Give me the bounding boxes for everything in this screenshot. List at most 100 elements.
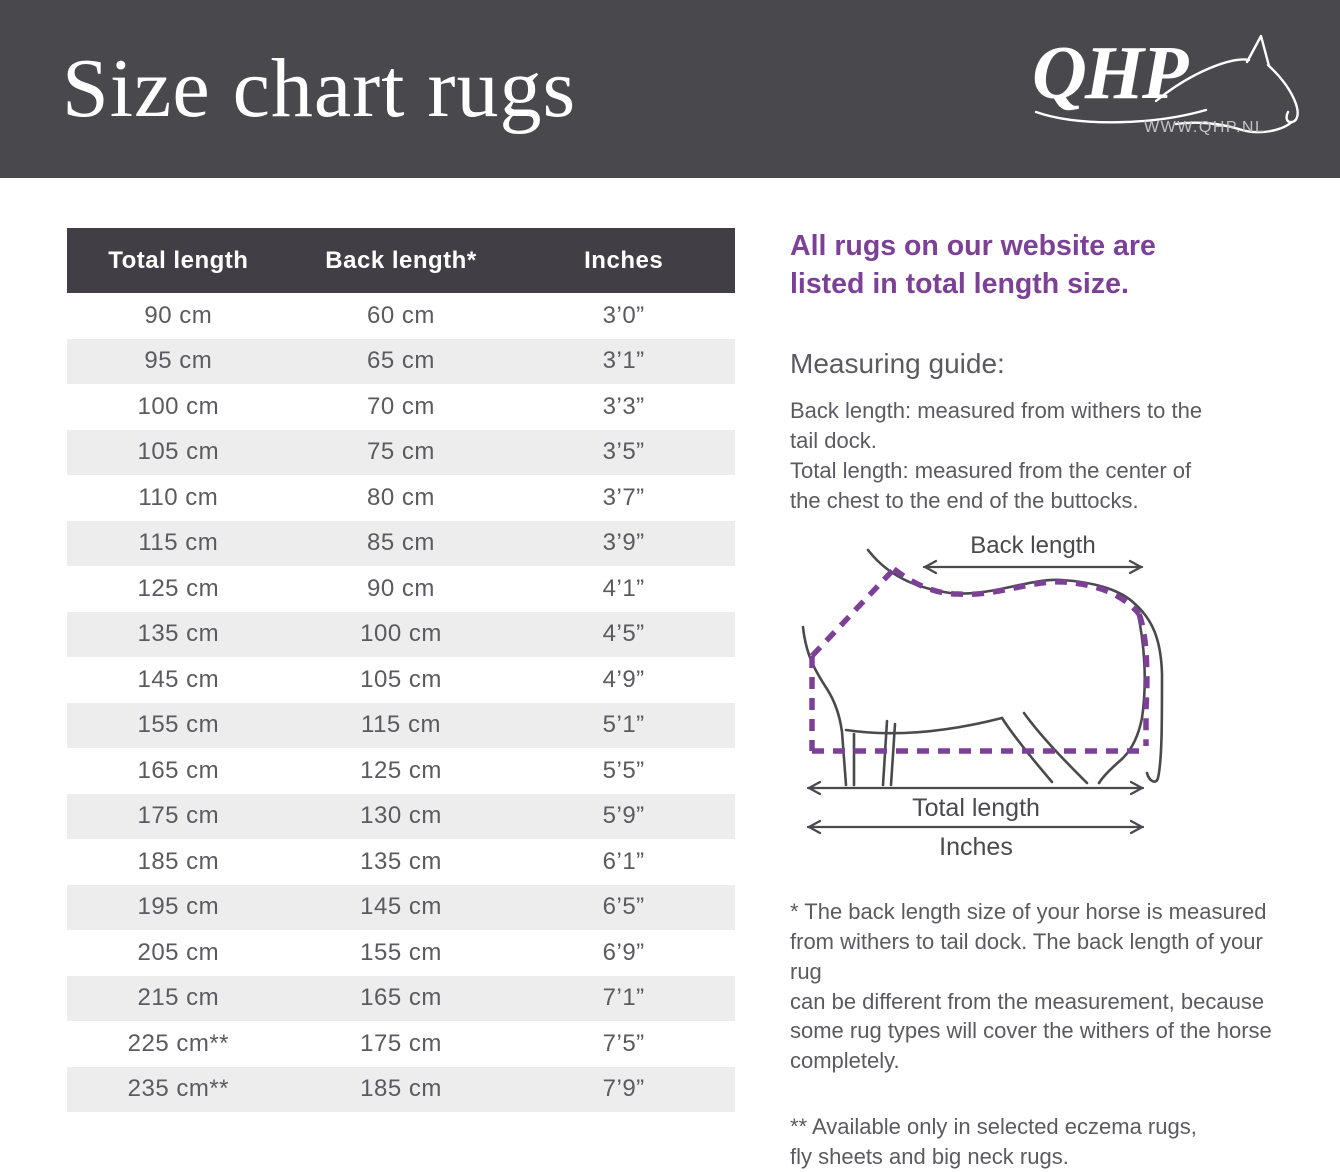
table-cell: 145 cm: [137, 665, 220, 693]
table-cell: 165 cm: [137, 756, 220, 784]
table-cell: 85 cm: [367, 529, 435, 557]
table-cell: 80 cm: [367, 483, 435, 511]
table-row: 90 cm 60 cm 3’0”: [67, 293, 735, 339]
table-cell: 65 cm: [367, 347, 435, 375]
total-length-label: Total length: [912, 794, 1040, 822]
table-row: 235 cm** 185 cm 7’9”: [67, 1066, 735, 1112]
table-cell: 5’5”: [602, 756, 645, 784]
table-cell: 4’1”: [602, 574, 645, 602]
table-row: 95 cm 65 cm 3’1”: [67, 338, 735, 384]
qhp-website-url: WWW.QHP.NL: [1144, 119, 1266, 136]
table-cell: 110 cm: [138, 483, 219, 511]
column-header: Total length: [67, 228, 290, 293]
measuring-guide-title: Measuring guide:: [790, 348, 1005, 380]
table-cell: 175 cm: [360, 1029, 442, 1057]
header-band: Size chart rugs QHP WWW.QHP.NL: [0, 0, 1340, 178]
table-row: 185 cm 135 cm 6’1”: [67, 839, 735, 885]
table-cell: 6’9”: [602, 938, 645, 966]
table-cell: 175 cm: [137, 802, 220, 830]
footnote-availability: ** Available only in selected eczema rug…: [790, 1114, 1197, 1170]
table-cell: 7’1”: [602, 984, 645, 1012]
qhp-logo: QHP WWW.QHP.NL: [1032, 33, 1300, 145]
table-cell: 195 cm: [137, 893, 220, 921]
rug-outline-dashed: [809, 566, 1150, 754]
table-row: 105 cm 75 cm 3’5”: [67, 429, 735, 475]
dimension-arrows: [806, 559, 1145, 835]
size-table-body: 90 cm 60 cm 3’0” 95 cm 65 cm 3’1” 100 cm 70 cm 3…: [67, 293, 735, 1112]
measuring-diagram: Back length Total length Inches: [790, 524, 1278, 877]
table-cell: 115 cm: [361, 711, 441, 739]
main-content: Total length Back length* Inches 90 cm 60 c…: [0, 178, 1340, 1172]
table-cell: 7’5”: [602, 1029, 645, 1057]
table-cell: 135 cm: [137, 620, 220, 648]
table-row: 145 cm 105 cm 4’9”: [67, 657, 735, 703]
table-cell: 3’5”: [602, 438, 645, 466]
back-length-label: Back length: [970, 532, 1095, 559]
inches-label: Inches: [939, 833, 1013, 861]
table-cell: 3’3”: [602, 392, 645, 420]
horse-head-icon: [1154, 34, 1299, 134]
table-cell: 3’1”: [602, 347, 645, 375]
table-cell: 125 cm: [360, 756, 442, 784]
table-cell: 60 cm: [367, 301, 435, 329]
size-table: Total length Back length* Inches 90 cm 60 c…: [67, 228, 735, 1112]
table-cell: 95 cm: [144, 347, 213, 375]
table-cell: 105 cm: [137, 438, 220, 466]
table-cell: 235 cm**: [127, 1075, 230, 1103]
column-header: Inches: [512, 228, 735, 293]
table-cell: 155 cm: [360, 938, 442, 966]
table-cell: 205 cm: [137, 938, 220, 966]
table-cell: 135 cm: [360, 847, 442, 875]
table-cell: 155 cm: [137, 711, 220, 739]
table-cell: 7’9”: [602, 1075, 645, 1103]
table-row: 195 cm 145 cm 6’5”: [67, 884, 735, 930]
table-cell: 125 cm: [137, 574, 220, 602]
table-cell: 215 cm: [137, 984, 220, 1012]
table-cell: 145 cm: [360, 893, 442, 921]
intro-heading: All rugs on our website are listed in to…: [790, 230, 1156, 300]
logo-swash-stroke: [1034, 108, 1208, 124]
table-cell: 6’5”: [602, 893, 645, 921]
table-header-row: Total length Back length* Inches: [67, 228, 735, 293]
table-cell: 130 cm: [360, 802, 442, 830]
table-cell: 5’9”: [602, 802, 645, 830]
table-row: 135 cm 100 cm 4’5”: [67, 611, 735, 657]
size-table-head: Total length Back length* Inches: [67, 228, 735, 293]
table-cell: 5’1”: [602, 711, 645, 739]
qhp-logo-text: QHP: [1032, 31, 1188, 115]
table-cell: 4’9”: [602, 665, 645, 693]
table-row: 125 cm 90 cm 4’1”: [67, 566, 735, 612]
table-row: 100 cm 70 cm 3’3”: [67, 384, 735, 430]
page-title: Size chart rugs: [62, 42, 577, 135]
table-cell: 70 cm: [367, 392, 435, 420]
table-row: 110 cm 80 cm 3’7”: [67, 475, 735, 521]
table-row: 175 cm 130 cm 5’9”: [67, 793, 735, 839]
table-cell: 90 cm: [367, 574, 435, 602]
table-row: 155 cm 115 cm 5’1”: [67, 702, 735, 748]
table-cell: 3’7”: [602, 483, 645, 511]
table-cell: 3’9”: [602, 529, 645, 557]
table-row: 215 cm 165 cm 7’1”: [67, 975, 735, 1021]
table-cell: 225 cm**: [127, 1029, 230, 1057]
table-cell: 75 cm: [367, 438, 435, 466]
column-header: Back length*: [289, 228, 513, 293]
table-cell: 105 cm: [360, 665, 442, 693]
table-cell: 165 cm: [360, 984, 442, 1012]
table-cell: 185 cm: [137, 847, 220, 875]
table-row: 225 cm** 175 cm 7’5”: [67, 1021, 735, 1067]
table-cell: 90 cm: [144, 301, 213, 329]
info-column: All rugs on our website are listed in to…: [790, 228, 1278, 1172]
table-cell: 185 cm: [360, 1075, 442, 1103]
table-row: 165 cm 125 cm 5’5”: [67, 748, 735, 794]
measuring-diagram-svg: Back length Total length Inches: [801, 532, 1164, 861]
measuring-guide-body: Back length: measured from withers to th…: [790, 398, 1203, 514]
footnote-back-length: * The back length size of your horse is …: [790, 898, 1272, 1074]
table-cell: 100 cm: [137, 392, 220, 420]
table-cell: 115 cm: [138, 529, 219, 557]
table-row: 115 cm 85 cm 3’9”: [67, 520, 735, 566]
table-cell: 100 cm: [360, 620, 442, 648]
table-cell: 3’0”: [602, 301, 645, 329]
table-row: 205 cm 155 cm 6’9”: [67, 930, 735, 976]
table-cell: 6’1”: [602, 847, 645, 875]
